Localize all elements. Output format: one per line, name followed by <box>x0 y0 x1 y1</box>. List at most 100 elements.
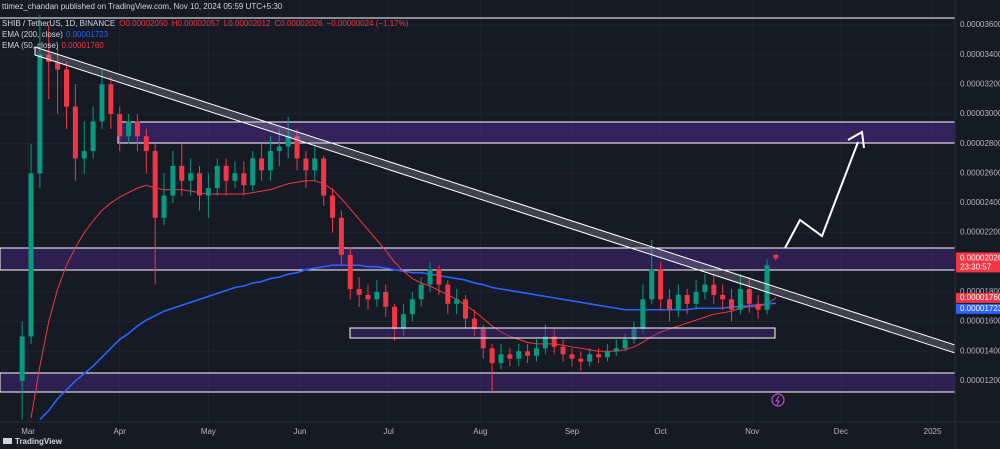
candle-body <box>134 121 140 137</box>
candle-body <box>711 284 717 295</box>
ema-price-box <box>956 292 1000 303</box>
ema200-legend: EMA (200, close) 0.00001723 <box>2 30 109 39</box>
ema50-legend: EMA (50, close) 0.00001760 <box>2 41 104 50</box>
ohlc-open: O0.00002050 <box>119 19 168 28</box>
candle-body <box>108 84 114 114</box>
axes: 0.00001200 0.00001400 0.00001600 0.00001800… <box>21 20 1000 436</box>
candle-body <box>365 294 371 300</box>
candle-body <box>205 188 211 196</box>
candle-body <box>551 336 557 347</box>
candle-body <box>126 121 132 137</box>
candle-body <box>675 294 681 310</box>
candle-body <box>28 173 34 337</box>
y-tick-label: 0.00001800 <box>960 287 1000 296</box>
candle-body <box>356 288 362 295</box>
ohlc-close: C0.00002026 <box>275 19 324 28</box>
candle-body <box>312 158 318 171</box>
candle-body <box>454 299 460 304</box>
resistance-zone <box>0 247 955 271</box>
legend-value: 0.00001723 <box>66 30 109 39</box>
candle-body <box>46 54 52 63</box>
candle-body <box>55 62 61 70</box>
candle-body <box>498 354 504 364</box>
candle-body <box>666 299 672 310</box>
y-tick-label: 0.00003400 <box>960 50 1000 59</box>
candle-body <box>693 291 699 304</box>
candle-body <box>303 158 309 171</box>
candle-body <box>223 165 229 181</box>
candle-body <box>81 151 87 159</box>
marks <box>19 14 779 421</box>
candle-body <box>37 54 43 174</box>
candle-body <box>161 195 167 218</box>
x-tick-label: May <box>201 427 216 436</box>
ohlc-low: L0.00002012 <box>224 19 271 28</box>
candle-body <box>259 158 265 171</box>
candle-body <box>383 291 389 307</box>
ohlc-high: H0.00002057 <box>172 19 221 28</box>
candle-body <box>445 284 451 304</box>
candle-body <box>596 354 602 358</box>
candle-body <box>72 106 78 159</box>
arrow-head <box>847 130 865 149</box>
candle-body <box>746 288 752 304</box>
overlay <box>34 46 955 407</box>
candle-body <box>374 291 380 300</box>
candle-body <box>578 358 584 362</box>
candle-body <box>347 254 353 289</box>
candle-body <box>214 165 220 189</box>
candle-body <box>170 165 176 196</box>
candle-body <box>463 299 469 319</box>
support-box <box>349 327 776 339</box>
ema-price-label: 0.00001760 <box>960 293 1000 302</box>
symbol: SHIB / TetherUS, 1D, BINANCE <box>2 19 115 28</box>
candle-body <box>604 351 610 358</box>
symbol-legend: SHIB / TetherUS, 1D, BINANCE O0.00002050 H… <box>2 19 409 28</box>
support-zone <box>0 372 955 393</box>
y-tick-label: 0.00001200 <box>960 376 1000 385</box>
header: ttimez_chandan published on TradingView.… <box>2 2 283 11</box>
candle-body <box>90 121 96 152</box>
x-tick-label: Aug <box>473 427 487 436</box>
candle-body <box>19 336 25 381</box>
candle-body <box>117 113 123 137</box>
drawings <box>0 17 955 393</box>
candle-body <box>525 351 531 356</box>
candle-body <box>729 299 735 310</box>
candle-body <box>489 348 495 364</box>
logo-text: TradingView <box>15 437 63 446</box>
logo: TradingView <box>3 437 63 446</box>
candle-body <box>436 269 442 285</box>
ema-price-label: 0.00001723 <box>960 304 1000 313</box>
candle-body <box>640 299 646 330</box>
last-price-label: 0.00002026 <box>960 254 1000 263</box>
candle-body <box>702 284 708 292</box>
candle-body <box>720 294 726 300</box>
candle-body <box>294 136 300 159</box>
candle-body <box>471 318 477 330</box>
candle-body <box>631 329 637 340</box>
x-tick-label: Nov <box>745 427 759 436</box>
candle-body <box>197 173 203 196</box>
projection-arrow <box>784 141 859 249</box>
x-tick-label: Dec <box>834 427 848 436</box>
candle-body <box>649 269 655 300</box>
y-tick-label: 0.00002200 <box>960 228 1000 237</box>
logo-icon <box>3 438 12 444</box>
candle-body <box>764 265 770 310</box>
legend-name: EMA (50, close) <box>2 41 59 50</box>
event-bolt <box>775 395 780 406</box>
candle-body <box>622 339 628 349</box>
candle-body <box>427 269 433 285</box>
y-tick-label: 0.00002800 <box>960 139 1000 148</box>
y-tick-label: 0.00002400 <box>960 198 1000 207</box>
y-tick-label: 0.00003000 <box>960 109 1000 118</box>
candle-body <box>179 165 185 181</box>
candle-body <box>392 306 398 330</box>
candle-body <box>143 136 149 152</box>
candle-body <box>773 254 779 259</box>
candle-body <box>276 146 282 152</box>
x-tick-label: Jul <box>384 427 394 436</box>
candle-body <box>755 303 761 310</box>
